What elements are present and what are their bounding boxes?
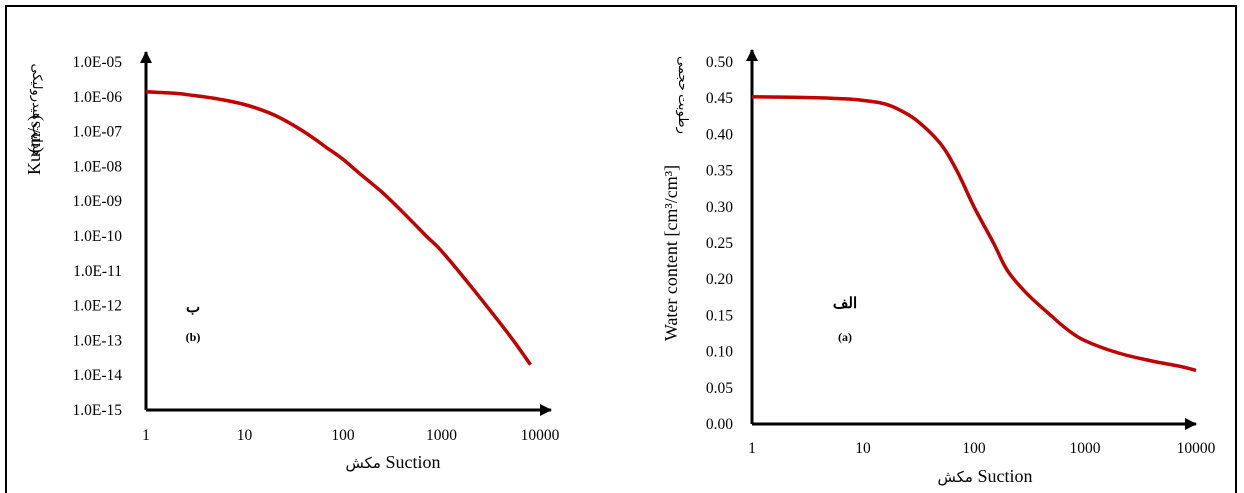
right-y-tick-label: 0.45	[706, 90, 733, 107]
right-y-tick-label: 0.10	[706, 344, 733, 361]
left-y-title-en: Ku(m/s)	[24, 115, 45, 175]
left-y-tick-label: 1.0E-13	[72, 332, 122, 349]
left-y-tick-label: 1.0E-12	[72, 298, 122, 315]
right-y-tick-label: 0.35	[706, 163, 733, 180]
right-y-tick-label: 0.25	[706, 235, 733, 252]
left-series-line	[145, 89, 532, 366]
left-x-title-en: Suction	[385, 452, 440, 472]
left-x-title-fa: مکش	[346, 454, 381, 472]
figure-frame	[5, 5, 1237, 493]
left-x-tick-labels: 1 10 100 1000 10000	[142, 427, 560, 444]
left-y-tick-label: 1.0E-10	[72, 228, 122, 245]
right-panel-label: الف	[833, 296, 857, 312]
left-x-tick-label: 1000	[426, 427, 457, 444]
left-y-tick-label: 1.0E-11	[73, 263, 122, 280]
right-y-tick-label: 0.30	[706, 199, 733, 216]
right-x-tick-label: 10000	[1177, 440, 1216, 457]
left-x-tick-label: 1	[142, 427, 150, 444]
right-y-tick-label: 0.50	[706, 54, 733, 71]
right-x-tick-label: 10	[855, 440, 871, 457]
left-y-tick-label: 1.0E-05	[72, 54, 122, 71]
left-panel-label: ب	[186, 300, 200, 316]
right-x-tick-labels: 1 10 100 1000 10000	[748, 440, 1216, 457]
right-chart: 0.00 0.05 0.10 0.15 0.20 0.25 0.30 0.35 0.40 0.45…	[661, 49, 1216, 486]
left-y-tick-labels: 1.0E-15 1.0E-14 1.0E-13 1.0E-12 1.0E-11 1.0E-…	[72, 54, 122, 419]
right-y-tick-label: 0.15	[706, 307, 733, 324]
left-y-tick-label: 1.0E-08	[72, 158, 122, 175]
right-series-line	[751, 95, 1197, 373]
left-chart: 1.0E-15 1.0E-14 1.0E-13 1.0E-12 1.0E-11 1.0E-…	[24, 51, 560, 472]
left-y-tick-label: 1.0E-07	[72, 124, 122, 141]
left-x-tick-label: 10	[237, 427, 253, 444]
left-panel-sub: (b)	[186, 330, 201, 344]
right-y-tick-label: 0.40	[706, 126, 733, 143]
right-y-tick-label: 0.20	[706, 271, 733, 288]
right-y-tick-labels: 0.00 0.05 0.10 0.15 0.20 0.25 0.30 0.35 0.40 0.45…	[706, 54, 733, 433]
right-y-tick-label: 0.00	[706, 416, 733, 433]
right-x-title-en: Suction	[977, 466, 1032, 486]
right-x-tick-label: 1000	[1070, 440, 1101, 457]
right-y-title-en: Water content [cm³/cm³]	[661, 165, 681, 341]
left-y-tick-label: 1.0E-15	[72, 402, 122, 419]
right-x-tick-label: 1	[748, 440, 756, 457]
right-panel-sub: (a)	[838, 330, 852, 344]
left-y-tick-label: 1.0E-14	[72, 367, 122, 384]
right-y-tick-label: 0.05	[706, 380, 733, 397]
left-x-tick-label: 100	[331, 427, 355, 444]
right-y-title-fa: رطوبت حجمی	[675, 56, 691, 134]
right-x-title-fa: مکش	[938, 468, 973, 486]
left-y-tick-label: 1.0E-09	[72, 193, 122, 210]
left-y-title-fa: هدایت هیدرولیکی	[29, 64, 45, 157]
left-x-axis-title: مکش Suction	[346, 452, 441, 472]
right-x-axis-title: مکش Suction	[938, 466, 1033, 486]
left-x-tick-label: 10000	[521, 427, 560, 444]
left-y-tick-label: 1.0E-06	[72, 89, 122, 106]
right-x-tick-label: 100	[962, 440, 986, 457]
